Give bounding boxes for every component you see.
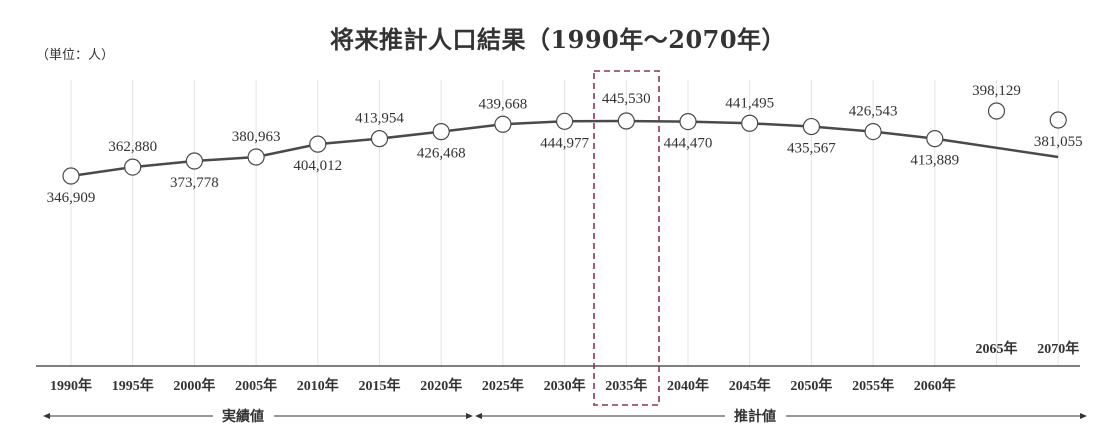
- x-tick-label: 2035年: [605, 377, 647, 394]
- x-tick-label: 2060年: [914, 377, 956, 394]
- value-label: 380,963: [232, 129, 281, 145]
- highlight-box-2035: [593, 70, 660, 406]
- data-points: 346,909 362,880 373,778 380,963 404,012 413,9…: [47, 83, 1083, 206]
- value-label: 413,954: [355, 111, 404, 127]
- data-point-marker: [617, 112, 635, 130]
- x-tick-label: 2020年: [420, 377, 462, 394]
- data-point-marker: [987, 102, 1006, 120]
- value-label: 435,567: [787, 141, 836, 157]
- x-tick-label: 2010年: [297, 377, 339, 394]
- value-label: 444,470: [664, 136, 713, 152]
- data-point-marker: [370, 130, 389, 148]
- value-label: 426,543: [849, 104, 898, 120]
- data-point-marker: [864, 122, 882, 141]
- value-label: 398,129: [972, 83, 1021, 99]
- x-tick-label: 2040年: [667, 377, 709, 394]
- x-tick-label: 2005年: [235, 377, 277, 394]
- data-point-marker: [185, 152, 203, 170]
- unit-label: （単位：人）: [36, 48, 115, 63]
- chart-title: 将来推計人口結果（1990年～2070年）: [329, 25, 787, 54]
- data-point-marker: [494, 115, 512, 133]
- value-label: 413,889: [910, 153, 959, 169]
- x-tick-label: 2015年: [359, 377, 401, 394]
- value-label: 381,055: [1034, 134, 1083, 150]
- data-point-marker: [679, 112, 697, 131]
- arrow-right-icon: [1080, 413, 1087, 419]
- data-point-marker: [309, 135, 327, 153]
- value-label: 373,778: [170, 175, 219, 191]
- data-point-marker: [926, 130, 944, 148]
- data-point-marker: [555, 112, 574, 130]
- x-tick-label: 2000年: [173, 377, 215, 394]
- value-label: 426,468: [417, 146, 466, 162]
- x-tick-label: 1995年: [112, 377, 154, 394]
- x-tick-label: 1990年: [50, 377, 92, 394]
- data-point-marker: [1049, 111, 1067, 129]
- value-label: 346,909: [47, 190, 96, 206]
- projected-segment-label: 推計値: [734, 408, 776, 425]
- arrow-left-icon: [475, 413, 482, 419]
- value-label: 404,012: [293, 158, 342, 174]
- data-point-marker: [62, 167, 80, 185]
- x-tick-label: 2070年: [1037, 340, 1079, 357]
- data-point-marker: [741, 114, 759, 132]
- actual-segment-label: 実績値: [222, 408, 264, 425]
- arrow-right-icon: [466, 413, 473, 419]
- x-tick-label: 2045年: [729, 377, 771, 394]
- data-point-marker: [432, 123, 450, 141]
- arrow-left-icon: [43, 413, 50, 419]
- data-point-marker: [247, 148, 265, 166]
- segment-arrows: 実績値 推計値: [43, 408, 1087, 425]
- x-tick-label: 2050年: [790, 377, 832, 394]
- data-point-marker: [802, 117, 821, 136]
- x-axis-labels: 1990年 1995年 2000年 2005年 2010年 2015年 2020年 2025年…: [50, 340, 1079, 394]
- x-tick-label: 2055年: [852, 377, 894, 394]
- data-point-marker: [124, 158, 142, 176]
- x-tick-label: 2025年: [482, 377, 524, 394]
- x-tick-label: 2030年: [544, 377, 586, 394]
- value-label: 444,977: [540, 135, 589, 151]
- value-label: 439,668: [479, 96, 528, 112]
- value-label: 362,880: [108, 139, 157, 155]
- value-label: 441,495: [725, 95, 774, 111]
- x-tick-label: 2065年: [976, 340, 1018, 357]
- value-label: 445,530: [602, 91, 651, 107]
- population-line: [70, 119, 1059, 178]
